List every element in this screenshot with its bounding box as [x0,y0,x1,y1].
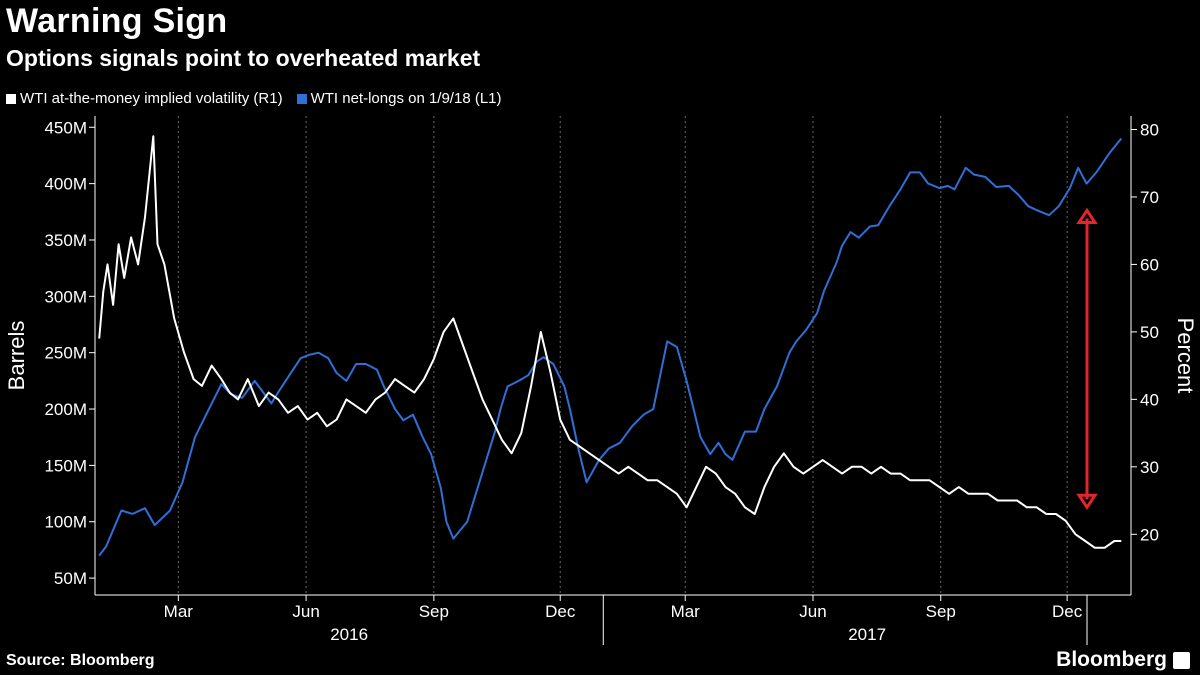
right-axis-title: Percent [1173,318,1198,394]
x-tick-label: Sep [419,602,449,621]
x-tick-label: Jun [799,602,826,621]
annotation-arrow-head-bottom [1076,493,1098,510]
legend-swatch-blue [296,93,307,104]
x-tick-label: Dec [545,602,576,621]
x-tick-label: Mar [164,602,194,621]
x-year-label: 2017 [848,625,886,644]
right-tick-label: 30 [1140,458,1159,477]
series-line-net-longs [98,137,1123,557]
left-tick-label: 50M [54,569,87,588]
legend-item-net-longs: WTI net-longs on 1/9/18 (L1) [296,90,502,107]
left-tick-label: 400M [44,175,87,194]
right-tick-label: 60 [1140,255,1159,274]
legend-label-implied-volatility: WTI at-the-money implied volatility (R1) [20,90,283,107]
bloomberg-logo: Bloomberg [1056,648,1190,672]
source-note: Source: Bloomberg [6,652,155,669]
left-tick-label: 200M [44,400,87,419]
chart-title: Warning Sign [6,2,228,40]
right-tick-label: 40 [1140,390,1159,409]
bloomberg-icon [1173,651,1190,669]
x-tick-label: Mar [671,602,701,621]
legend-swatch-white [6,93,16,104]
legend: WTI at-the-money implied volatility (R1)… [6,90,516,107]
x-tick-label: Sep [926,602,956,621]
left-tick-label: 300M [44,287,87,306]
x-tick-label: Dec [1052,602,1083,621]
legend-item-implied-volatility: WTI at-the-money implied volatility (R1) [6,90,283,107]
right-tick-label: 20 [1140,525,1159,544]
x-year-label: 2016 [330,625,368,644]
left-tick-label: 450M [44,118,87,137]
left-axis-title: Barrels [4,321,29,391]
left-tick-label: 250M [44,344,87,363]
annotation-arrow-head-top [1076,207,1098,224]
legend-label-net-longs: WTI net-longs on 1/9/18 (L1) [310,90,502,107]
right-tick-label: 80 [1140,120,1159,139]
left-tick-label: 100M [44,513,87,532]
brand-label: Bloomberg [1056,648,1167,671]
left-tick-label: 350M [44,231,87,250]
series-line-implied-volatility [98,135,1122,549]
right-tick-label: 70 [1140,188,1159,207]
right-tick-label: 50 [1140,323,1159,342]
x-tick-label: Jun [292,602,319,621]
left-tick-label: 150M [44,456,87,475]
chart-subtitle: Options signals point to overheated mark… [6,45,481,71]
